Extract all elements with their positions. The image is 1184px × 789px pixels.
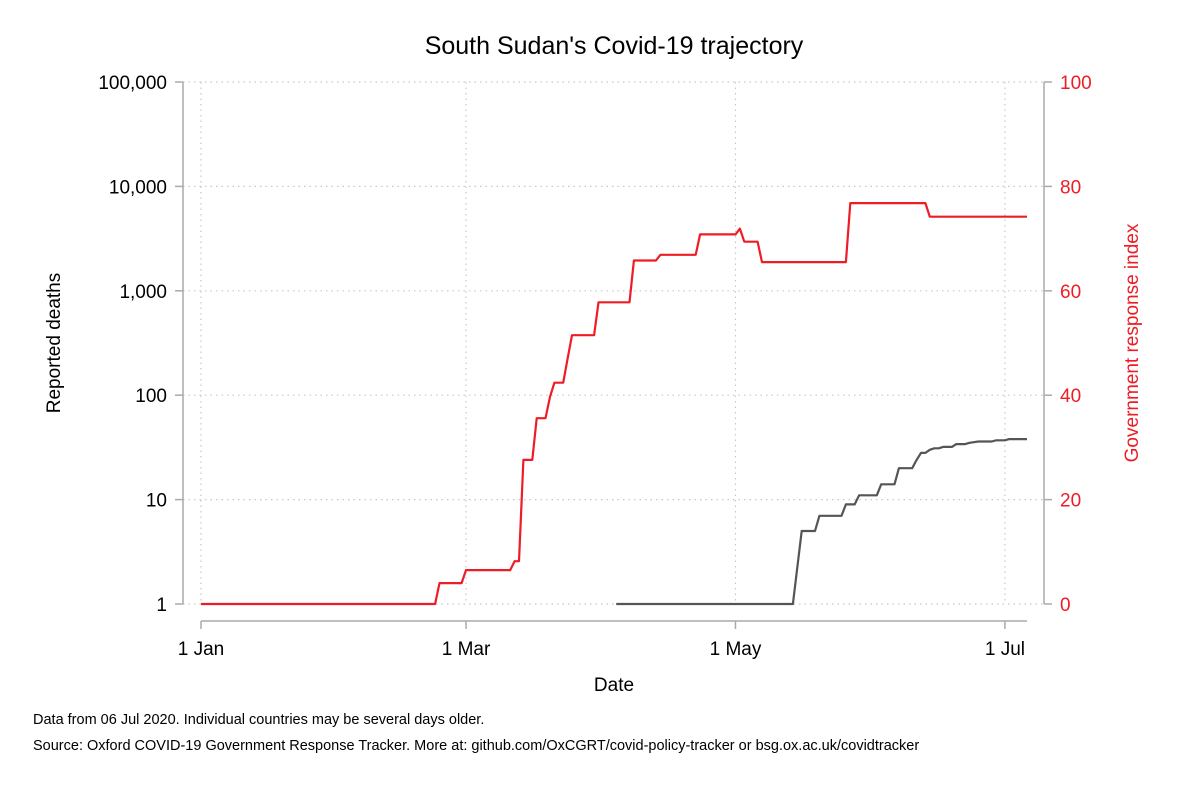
grid-layer: [183, 81, 1044, 605]
y2-tick-label: 100: [1060, 73, 1092, 94]
footnote-source: Source: Oxford COVID-19 Government Respo…: [33, 738, 920, 754]
response-index-series-line: [201, 202, 1027, 606]
y-tick-label: 10: [146, 491, 167, 512]
x-tick-label: 1 Mar: [442, 639, 491, 660]
x-axis-label: Date: [594, 675, 634, 696]
footnote-data-date: Data from 06 Jul 2020. Individual countr…: [33, 712, 485, 728]
x-tick-label: 1 Jan: [178, 639, 224, 660]
y2-tick-label: 20: [1060, 491, 1081, 512]
y-tick-label: 1,000: [119, 282, 167, 303]
y-tick-label: 10,000: [109, 177, 167, 198]
y-tick-label: 1: [156, 595, 167, 616]
series-layer: [201, 202, 1027, 606]
y-tick-label: 100: [135, 386, 167, 407]
y2-tick-label: 60: [1060, 282, 1081, 303]
x-tick-label: 1 Jul: [985, 639, 1025, 660]
axes-layer: 1 10 100 1,000 10,000 100,000 0 20 40 60 80 100 1 Ja…: [98, 73, 1091, 660]
y-tick-label: 100,000: [98, 73, 167, 94]
x-tick-label: 1 May: [710, 639, 762, 660]
y-axis-label: Reported deaths: [44, 273, 65, 414]
y2-tick-label: 0: [1060, 595, 1071, 616]
y2-tick-label: 40: [1060, 386, 1081, 407]
y2-tick-label: 80: [1060, 177, 1081, 198]
deaths-series-line: [616, 438, 1027, 606]
chart-title: South Sudan's Covid-19 trajectory: [425, 32, 804, 60]
y2-axis-label: Government response index: [1122, 223, 1143, 462]
